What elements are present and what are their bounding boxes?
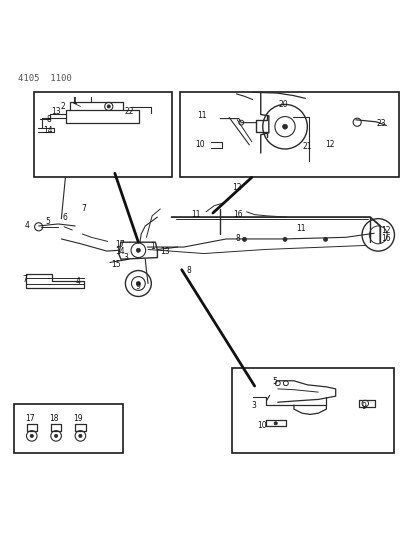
Text: 7: 7 <box>82 205 86 213</box>
Text: 6: 6 <box>63 213 68 222</box>
Text: 10: 10 <box>257 421 267 430</box>
Text: 8: 8 <box>47 115 51 124</box>
Text: 8: 8 <box>235 233 240 243</box>
Text: 5: 5 <box>272 377 277 386</box>
Circle shape <box>79 434 82 438</box>
Text: 4: 4 <box>75 277 80 286</box>
Text: 18: 18 <box>49 414 59 423</box>
Text: 9: 9 <box>136 282 141 291</box>
Text: 4105  1100: 4105 1100 <box>18 74 71 83</box>
Text: 13: 13 <box>160 247 170 256</box>
Text: 21: 21 <box>302 142 312 151</box>
Text: 15: 15 <box>112 260 121 269</box>
Circle shape <box>283 237 287 241</box>
Circle shape <box>324 237 328 241</box>
Circle shape <box>242 237 246 241</box>
Text: 14: 14 <box>115 247 125 256</box>
Text: 23: 23 <box>376 119 386 128</box>
Text: 12: 12 <box>325 140 334 149</box>
Text: 22: 22 <box>125 107 135 116</box>
Text: 3: 3 <box>124 253 129 262</box>
Circle shape <box>55 434 58 438</box>
Text: 11: 11 <box>191 210 201 219</box>
Text: 13: 13 <box>51 107 60 116</box>
Text: 3: 3 <box>252 401 257 409</box>
Text: 16: 16 <box>381 235 391 244</box>
Text: 17: 17 <box>25 414 35 423</box>
Text: 11: 11 <box>296 223 306 232</box>
Circle shape <box>283 124 288 129</box>
Circle shape <box>136 281 140 286</box>
Text: 1: 1 <box>72 96 77 106</box>
Text: 10: 10 <box>195 140 205 149</box>
Circle shape <box>274 422 277 425</box>
Text: 7: 7 <box>22 275 27 284</box>
Text: 5: 5 <box>45 217 50 227</box>
Text: 14: 14 <box>43 126 52 135</box>
Text: 11: 11 <box>197 111 206 120</box>
Circle shape <box>30 434 33 438</box>
Text: 17: 17 <box>115 240 125 249</box>
Text: 1: 1 <box>151 242 155 251</box>
Text: 9: 9 <box>361 402 366 411</box>
Circle shape <box>107 105 111 108</box>
Text: 19: 19 <box>73 414 83 423</box>
Circle shape <box>136 248 140 252</box>
Text: 8: 8 <box>187 266 192 275</box>
Text: 4: 4 <box>25 221 30 230</box>
Text: 16: 16 <box>233 210 243 219</box>
Text: 20: 20 <box>279 100 288 109</box>
Text: 2: 2 <box>60 102 65 111</box>
Text: 12: 12 <box>381 225 391 235</box>
Text: 12: 12 <box>233 183 242 192</box>
